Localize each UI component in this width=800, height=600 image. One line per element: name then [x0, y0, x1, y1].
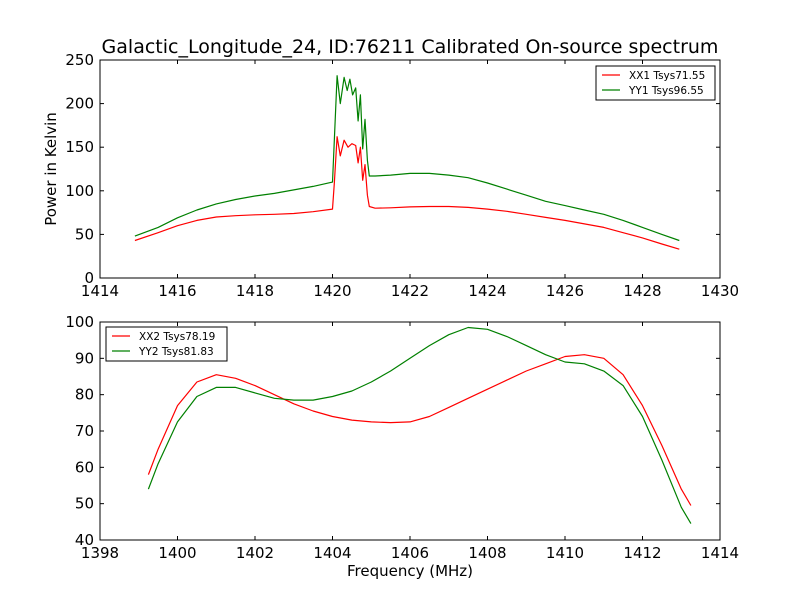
y-tick-label: 100	[65, 182, 94, 200]
x-tick-label: 1414	[81, 282, 119, 300]
x-tick-label: 1420	[313, 282, 351, 300]
x-tick-label: 1402	[236, 544, 274, 562]
x-tick-label: 1416	[158, 282, 196, 300]
y-tick-label: 200	[65, 95, 94, 113]
y-tick-label: 70	[75, 422, 94, 440]
y-tick-label: 60	[75, 458, 94, 476]
y-tick-label: 50	[75, 495, 94, 513]
legend: XX2 Tsys78.19 YY2 Tsys81.83	[105, 326, 228, 362]
series-line-1	[147, 354, 692, 506]
y-tick-label: 50	[75, 225, 94, 243]
series-line-2	[147, 326, 692, 524]
x-tick-label: 1430	[701, 282, 739, 300]
legend-box	[105, 326, 228, 362]
x-tick-label: 1418	[236, 282, 274, 300]
y-tick-label: 40	[75, 531, 94, 549]
x-tick-label: 1406	[391, 544, 429, 562]
x-tick-label: 1414	[701, 544, 739, 562]
legend-label: YY1 Tsys96.55	[628, 85, 704, 97]
x-tick-label: 1428	[623, 282, 661, 300]
legend-label: YY2 Tsys81.83	[138, 346, 214, 358]
x-tick-label: 1426	[546, 282, 584, 300]
legend: XX1 Tsys71.55 YY1 Tsys96.55	[595, 65, 716, 101]
top-panel: 1414 1416 1418 1420 1422 1424 1426 1428 1430 0 50 1…	[65, 51, 739, 300]
x-tick-label: 1412	[623, 544, 661, 562]
x-tick-label: 1424	[468, 282, 506, 300]
y-tick-label: 80	[75, 386, 94, 404]
figure-title: Galactic_Longitude_24, ID:76211 Calibrat…	[102, 36, 719, 58]
y-tick-label: 90	[75, 349, 94, 367]
legend-label: XX1 Tsys71.55	[629, 70, 705, 82]
x-axis-label: Frequency (MHz)	[347, 562, 473, 580]
x-tick-label: 1398	[81, 544, 119, 562]
legend-label: XX2 Tsys78.19	[139, 331, 215, 343]
series-line-1	[134, 136, 680, 250]
bottom-panel: 1398 1400 1402 1404 1406 1408 1410 1412 1414 40 50…	[65, 313, 739, 562]
series-line-2	[134, 75, 680, 242]
x-tick-label: 1410	[546, 544, 584, 562]
x-tick-label: 1404	[313, 544, 351, 562]
legend-box	[595, 65, 716, 101]
y-tick-label: 150	[65, 138, 94, 156]
y-tick-label: 250	[65, 51, 94, 69]
y-tick-label: 0	[84, 269, 94, 287]
x-tick-label: 1422	[391, 282, 429, 300]
x-tick-label: 1408	[468, 544, 506, 562]
y-axis-label: Power in Kelvin	[42, 112, 60, 226]
y-tick-label: 100	[65, 313, 94, 331]
x-tick-label: 1400	[158, 544, 196, 562]
